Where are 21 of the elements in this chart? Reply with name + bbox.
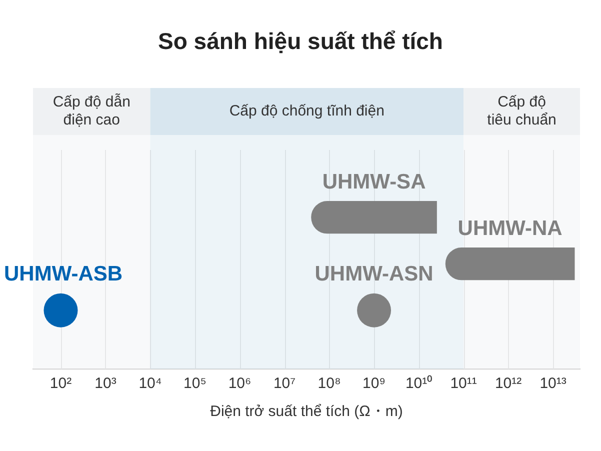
x-tick-label: 10¹¹ [450,375,477,392]
x-tick-label: 10⁵ [184,375,206,392]
x-tick-label: 10¹³ [540,375,566,392]
x-tick-label: 10⁴ [138,375,162,392]
x-tick-label: 10⁶ [228,375,252,392]
x-tick-label: 10³ [94,375,116,392]
x-axis-title: Điện trở suất thể tích (Ω・m) [210,403,403,420]
x-tick-label: 10¹² [494,375,522,392]
band-label: Cấp độ dẫn điện cao [52,94,130,129]
chart-title: So sánh hiệu suất thể tích [157,28,444,55]
band-label: Cấp độ tiêu chuẩn [487,94,556,129]
band-label: Cấp độ chống tĩnh điện [229,102,384,120]
x-tick-label: 10⁸ [318,375,341,392]
x-tick-label: 10¹⁰ [405,375,432,392]
series-label: UHMW-NA [458,217,562,240]
x-tick-label: 10⁹ [362,375,386,392]
x-tick-label: 10² [50,375,72,392]
series-label: UHMW-ASB [4,262,123,286]
series-label: UHMW-ASN [314,262,434,286]
x-tick-label: 10⁷ [273,375,296,392]
series-label: UHMW-SA [322,170,426,194]
